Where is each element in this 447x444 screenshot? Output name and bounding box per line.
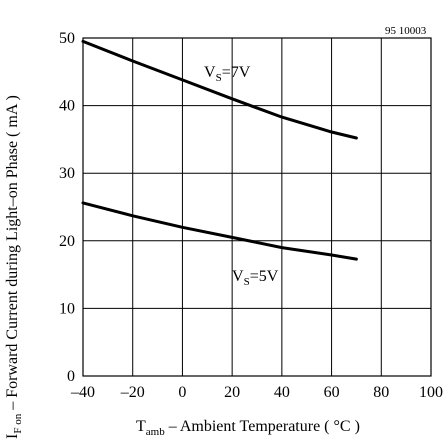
grid	[83, 38, 431, 376]
y-axis-label: IF on – Forward Current during Light–on …	[4, 95, 24, 439]
y-tick-label: 50	[59, 30, 75, 47]
series-label-vs7: VS=7V	[204, 64, 251, 84]
y-tick-label: 40	[59, 98, 75, 115]
y-tick-labels: 0 10 20 30 40 50	[59, 30, 75, 385]
x-tick-labels: –40 –20 0 20 40 60 80 100	[70, 384, 443, 401]
series-lines	[81, 39, 358, 261]
series-label-vs5-rest: =5V	[250, 268, 279, 285]
y-tick-label: 30	[59, 165, 75, 182]
x-axis-label-sub: amb	[146, 426, 165, 438]
x-tick-label: 60	[324, 384, 340, 401]
plot-frame	[82, 37, 432, 377]
series-line-1	[81, 201, 358, 261]
x-tick-label: 80	[373, 384, 389, 401]
series-label-vs7-rest: =7V	[222, 64, 251, 81]
reference-number: 95 10003	[385, 25, 427, 37]
x-axis-label: Tamb – Ambient Temperature ( °C )	[136, 418, 360, 438]
y-tick-label: 20	[59, 233, 75, 250]
y-tick-label: 10	[59, 300, 75, 317]
y-tick-label: 0	[67, 368, 75, 385]
series-line-0	[81, 39, 358, 140]
series-label-vs7-sub: S	[216, 72, 222, 84]
x-tick-label: 100	[419, 384, 443, 401]
x-tick-label: 20	[224, 384, 240, 401]
y-axis-label-sub: F on	[12, 413, 24, 433]
x-tick-label: 0	[178, 384, 186, 401]
y-axis-label-rest: – Forward Current during Light–on Phase …	[4, 95, 21, 414]
x-tick-label: –20	[120, 384, 145, 401]
x-tick-label: –40	[70, 384, 95, 401]
series-label-vs7-main: V	[204, 64, 216, 81]
x-axis-label-main: T	[136, 418, 146, 435]
series-label-vs5-sub: S	[244, 276, 250, 288]
y-axis-label-main: I	[4, 434, 21, 439]
series-label-vs5-main: V	[232, 268, 244, 285]
x-axis-label-rest: – Ambient Temperature ( °C )	[165, 418, 360, 435]
x-tick-label: 40	[274, 384, 290, 401]
series-label-vs5: VS=5V	[232, 268, 279, 288]
